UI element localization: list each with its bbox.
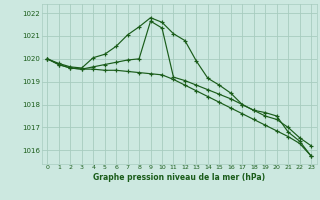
X-axis label: Graphe pression niveau de la mer (hPa): Graphe pression niveau de la mer (hPa) <box>93 173 265 182</box>
